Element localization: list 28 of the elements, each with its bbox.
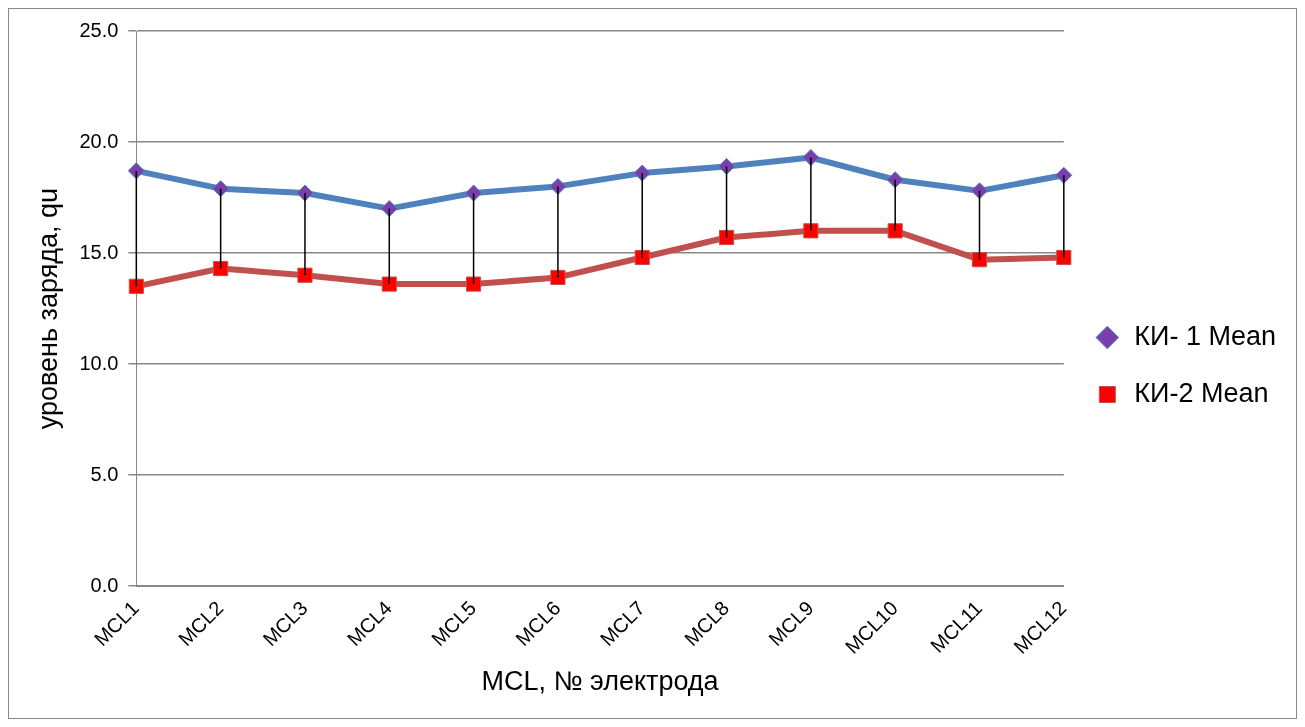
y-tick-label: 5.0 [90, 462, 119, 485]
point [297, 267, 313, 283]
point [212, 180, 230, 198]
point [550, 269, 566, 286]
point [465, 184, 483, 202]
point [634, 249, 650, 266]
x-axis-title: MCL, № электрода [481, 666, 720, 697]
point [381, 276, 397, 292]
y-tick-label: 20.0 [79, 129, 119, 152]
point [128, 278, 144, 294]
point [380, 200, 398, 218]
point [213, 260, 229, 277]
point [1056, 249, 1072, 266]
point [803, 223, 819, 239]
point [718, 229, 735, 246]
y-tick-label: 25.0 [79, 18, 119, 41]
point [971, 182, 988, 200]
point [466, 276, 482, 292]
point [718, 157, 736, 175]
legend-label: КИ- 1 Mean [1134, 320, 1276, 351]
y-tick-label: 0.0 [90, 573, 119, 596]
point [127, 162, 145, 180]
legend-label: КИ-2 Mean [1134, 377, 1269, 408]
y-tick-label: 15.0 [79, 240, 119, 263]
point [887, 223, 903, 239]
y-axis-title: уровень заряда, qu [32, 187, 63, 430]
y-tick-label: 10.0 [79, 351, 119, 374]
point [971, 252, 988, 268]
